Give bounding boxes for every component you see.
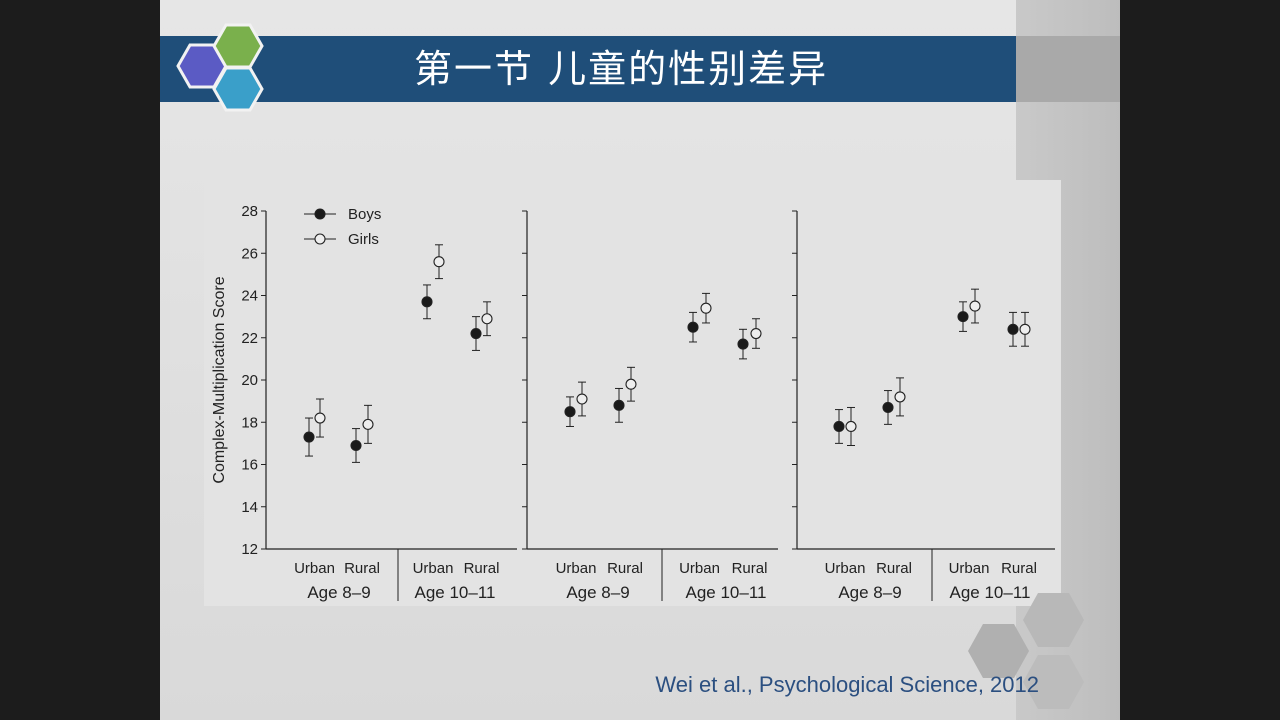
x-tick-label: Rural [344, 560, 380, 577]
x-tick-label: Rural [876, 560, 912, 577]
girls-data-point [894, 391, 906, 403]
girls-data-point [362, 418, 374, 430]
age-group-label: Age 8–9 [566, 583, 629, 602]
age-group-label: Age 10–11 [415, 583, 496, 602]
y-tick-label: 18 [241, 414, 258, 431]
x-tick-label: Rural [464, 560, 500, 577]
boys-data-point [350, 439, 362, 452]
boys-data-point [1007, 323, 1019, 335]
x-tick-label: Urban [949, 560, 990, 577]
boys-data-point [957, 311, 969, 323]
boys-data-point [303, 431, 315, 443]
hexagon-green-icon [212, 23, 264, 69]
x-tick-label: Rural [1001, 560, 1037, 577]
girls-data-point [1019, 323, 1031, 335]
girls-data-point [481, 313, 493, 325]
girls-data-point [700, 302, 712, 314]
age-group-label: Age 8–9 [838, 583, 901, 602]
figure-panel [204, 180, 1061, 606]
x-tick-label: Rural [732, 560, 768, 577]
chart: Complex-Multiplication Score 12 14 16 18 20 22… [211, 203, 1055, 602]
y-tick-label: 24 [241, 288, 258, 305]
girls-data-point [314, 412, 326, 424]
x-tick-label: Urban [825, 560, 866, 577]
boys-data-point [737, 338, 749, 350]
girls-data-point [625, 378, 637, 390]
y-tick-label: 22 [241, 330, 258, 347]
x-tick-label: Urban [413, 560, 454, 577]
boys-data-point [882, 401, 894, 414]
y-tick-label: 26 [241, 245, 258, 262]
girls-data-point [750, 327, 762, 340]
y-tick-label: 28 [241, 203, 258, 220]
x-tick-label: Urban [556, 560, 597, 577]
legend-marker [314, 208, 326, 220]
girls-data-point [433, 256, 445, 268]
title-bar [160, 36, 1016, 102]
y-tick-label: 16 [241, 457, 258, 474]
slide: 第一节 儿童的性别差异 Wei et al., Psychological Sc… [160, 0, 1120, 720]
y-tick-label: 20 [241, 372, 258, 389]
boys-data-point [687, 321, 699, 333]
age-group-label: Age 10–11 [686, 583, 767, 602]
x-tick-label: Rural [607, 560, 643, 577]
hexagon-gray-icon [1023, 593, 1084, 647]
age-group-label: Age 8–9 [307, 583, 370, 602]
legend-label: Boys [348, 206, 381, 223]
citation: Wei et al., Psychological Science, 2012 [655, 672, 1039, 697]
boys-data-point [833, 420, 845, 433]
hexagon-gray-icon [968, 624, 1029, 678]
y-tick-label: 14 [241, 499, 258, 516]
boys-data-point [613, 399, 625, 411]
girls-data-point [576, 393, 588, 405]
boys-data-point [470, 327, 482, 340]
girls-data-point [845, 420, 857, 433]
x-tick-label: Urban [294, 560, 335, 577]
hexagon-blue-icon [212, 66, 264, 112]
girls-data-point [969, 300, 981, 312]
hexagon-gray-icon [1023, 655, 1084, 709]
age-group-label: Age 10–11 [950, 583, 1031, 602]
y-tick-label: 12 [241, 541, 258, 558]
y-axis-label: Complex-Multiplication Score [211, 276, 228, 483]
boys-data-point [564, 406, 576, 418]
x-tick-label: Urban [679, 560, 720, 577]
hexagon-decoration-icon [968, 593, 1084, 709]
legend-label: Girls [348, 231, 379, 248]
boys-data-point [421, 296, 433, 308]
hexagon-logo-icon [176, 23, 264, 112]
decorative-side-strip-band [1016, 36, 1120, 102]
slide-title: 第一节 儿童的性别差异 [414, 47, 829, 91]
legend-marker [314, 233, 326, 245]
